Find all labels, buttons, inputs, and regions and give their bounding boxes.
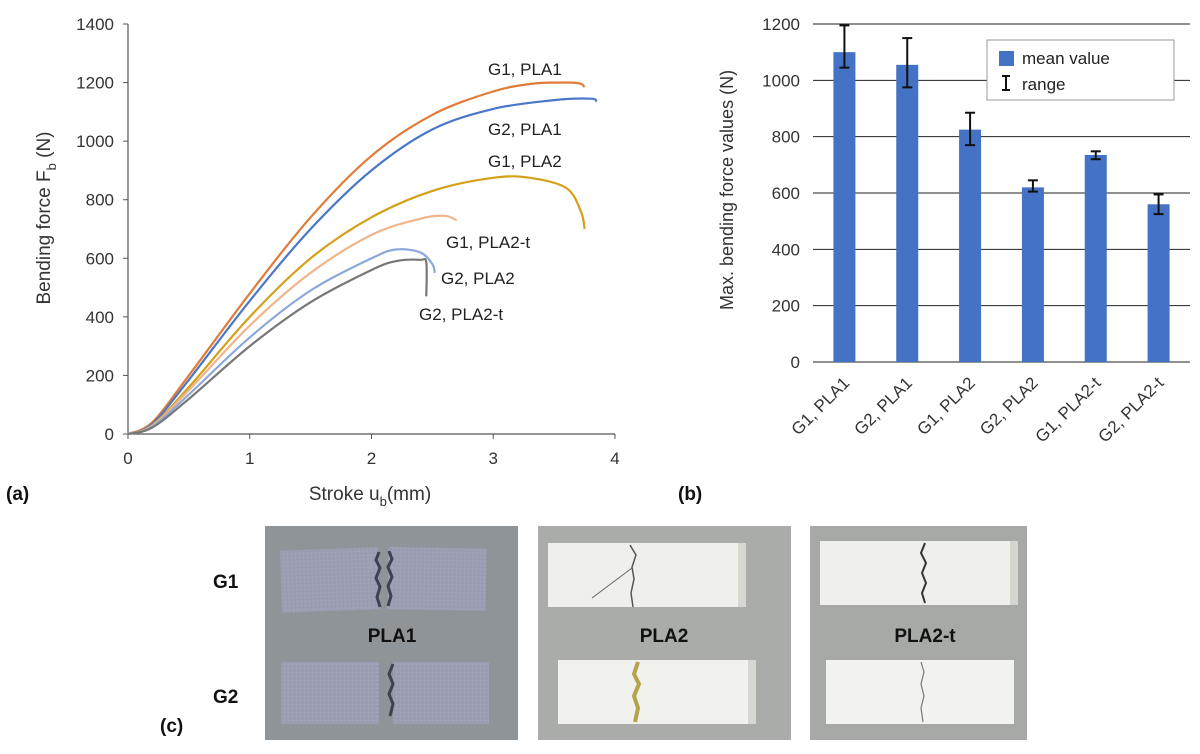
- x-tick-label: G2, PLA2: [976, 373, 1042, 439]
- series-line: [127, 257, 428, 436]
- specimen: [826, 660, 1014, 724]
- y-axis: 0 200 400 600 800 1000 1200 1400: [76, 15, 129, 444]
- x-tick-label: 1: [245, 449, 254, 468]
- x-tick-label: 2: [367, 449, 376, 468]
- y-tick-label: 0: [791, 353, 800, 372]
- specimen-fragment: [281, 662, 379, 724]
- y-tick-label: 1200: [76, 74, 114, 93]
- y-tick-label: 200: [86, 366, 114, 385]
- series-label: G1, PLA1: [488, 60, 562, 79]
- group-label: PLA1: [368, 626, 417, 647]
- panel-label-a: (a): [6, 484, 29, 505]
- series-line: [127, 81, 586, 436]
- legend: mean value range: [986, 39, 1175, 101]
- legend-label-mean: mean value: [1022, 49, 1110, 68]
- line-series-group: [127, 81, 598, 436]
- bar-series: [833, 24, 1170, 363]
- x-tick-label: G1, PLA2: [913, 373, 979, 439]
- y-tick-label: 200: [772, 297, 800, 316]
- x-tick-label: G2, PLA1: [851, 373, 917, 439]
- photo-pla2: PLA2: [538, 526, 791, 740]
- y-tick-label: 0: [105, 425, 114, 444]
- specimen: [548, 543, 738, 607]
- y-tick-label: 600: [772, 184, 800, 203]
- x-tick-label: 0: [123, 449, 132, 468]
- range-error-bar: [1153, 193, 1164, 216]
- x-tick-label: 4: [610, 449, 619, 468]
- specimen: [558, 660, 748, 724]
- bar: [1084, 154, 1107, 362]
- y-tick-label: 400: [772, 240, 800, 259]
- series-label: G1, PLA2: [488, 152, 562, 171]
- range-error-bar: [902, 37, 913, 89]
- y-tick-label: 1200: [762, 15, 800, 34]
- series-label: G2, PLA2: [441, 269, 515, 288]
- legend-label-range: range: [1022, 75, 1065, 94]
- series-line: [127, 214, 458, 436]
- x-tick-label: 3: [489, 449, 498, 468]
- series-line: [127, 248, 436, 436]
- panel-label-c: (c): [160, 716, 183, 737]
- range-error-bar: [1090, 150, 1101, 161]
- series-line: [127, 175, 586, 436]
- specimen: [820, 541, 1010, 605]
- photo-pla2-t: PLA2-t: [810, 526, 1027, 740]
- x-tick-label: G1, PLA1: [788, 373, 854, 439]
- bar: [1147, 204, 1170, 362]
- panel-label-b: (b): [678, 484, 702, 505]
- specimen-fragment: [279, 547, 381, 613]
- y-axis-label: Bending force Fb (N): [34, 131, 59, 304]
- line-chart: 0 200 400 600 800 1000 1200 1400 0 1 2 3 4 Bending …: [6, 15, 620, 509]
- specimen-photos: (c) G1 G2 PLA1 PLA2: [160, 526, 1027, 740]
- x-tick-label: G1, PLA2-t: [1032, 373, 1105, 446]
- row-label-g2: G2: [213, 687, 238, 708]
- specimen-fragment: [393, 662, 489, 724]
- series-label: G2, PLA1: [488, 120, 562, 139]
- y-tick-label: 1400: [76, 15, 114, 34]
- x-tick-label: G2, PLA2-t: [1095, 373, 1168, 446]
- legend-swatch-mean: [999, 51, 1014, 66]
- x-axis-label: Stroke ub(mm): [309, 484, 431, 509]
- y-tick-label: 800: [772, 128, 800, 147]
- y-tick-label: 400: [86, 308, 114, 327]
- y-axis: 0 200 400 600 800 1000 1200: [762, 15, 800, 372]
- range-error-bar: [1027, 179, 1038, 193]
- bar: [833, 52, 856, 363]
- specimen-fragment: [387, 547, 487, 611]
- y-tick-label: 1000: [76, 132, 114, 151]
- legend-range-icon: [1002, 75, 1010, 91]
- photo-pla1: PLA1: [265, 526, 518, 740]
- bar: [1021, 187, 1044, 362]
- range-error-bar: [839, 24, 850, 69]
- row-label-g1: G1: [213, 572, 239, 593]
- group-label: PLA2: [640, 626, 689, 647]
- series-label: G1, PLA2-t: [446, 233, 530, 252]
- bar: [959, 129, 982, 362]
- y-tick-label: 600: [86, 249, 114, 268]
- x-axis: 0 1 2 3 4: [123, 433, 620, 468]
- range-error-bar: [965, 111, 976, 147]
- y-tick-label: 1000: [762, 71, 800, 90]
- legend-box: [986, 39, 1175, 101]
- group-label: PLA2-t: [894, 626, 956, 647]
- series-label: G2, PLA2-t: [419, 305, 503, 324]
- bar: [896, 64, 919, 362]
- y-tick-label: 800: [86, 191, 114, 210]
- series-line: [127, 97, 598, 436]
- y-axis-label: Max. bending force values (N): [717, 70, 737, 310]
